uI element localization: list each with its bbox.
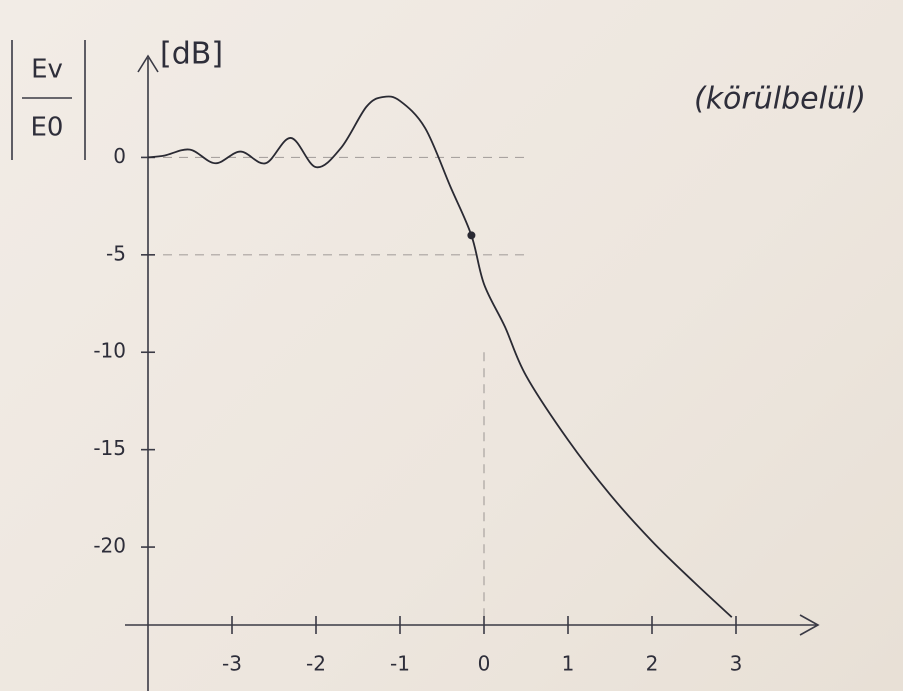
y-tick-label: 0 (113, 144, 126, 168)
y-tick-label: -20 (93, 534, 126, 558)
y-tick-label: -5 (106, 241, 126, 265)
y-tick-label: -15 (93, 436, 126, 460)
y-axis-arrow (137, 54, 159, 73)
annotation: (körülbelül) (694, 82, 866, 117)
x-tick-label: -3 (222, 652, 242, 676)
curve (147, 95, 733, 618)
x-tick-label: -1 (390, 652, 410, 676)
x-axis-arrow (799, 614, 820, 636)
x-tick-label: 1 (562, 652, 575, 676)
y-axis-label: [dB] (160, 37, 223, 72)
y-tick-label: -10 (93, 339, 126, 363)
fraction-denominator: E0 (31, 113, 64, 143)
fraction-numerator: Ev (31, 55, 63, 85)
highlight-point (467, 231, 476, 240)
x-tick-label: 0 (478, 652, 491, 676)
x-tick-label: 2 (646, 652, 659, 676)
x-tick-label: 3 (730, 652, 743, 676)
x-tick-label: -2 (306, 652, 326, 676)
